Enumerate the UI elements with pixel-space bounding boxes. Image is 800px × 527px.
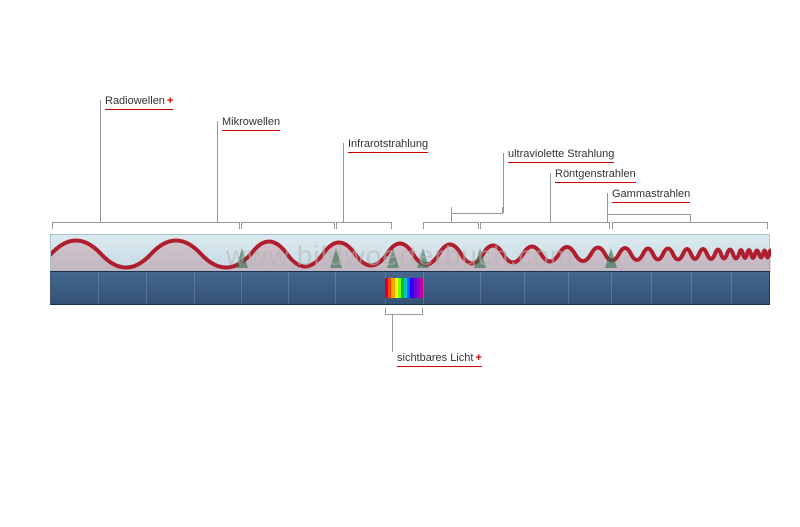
plus-icon: + — [475, 352, 481, 364]
stem-micro — [217, 121, 222, 222]
wave-band — [50, 234, 770, 272]
label-uv[interactable]: ultraviolette Strahlung — [508, 148, 614, 163]
hconn-uv — [451, 213, 503, 214]
xray-bracket — [480, 222, 610, 223]
visible-bracket — [385, 314, 423, 315]
scale-segment — [288, 272, 335, 304]
scale-segment — [568, 272, 611, 304]
conn-uv — [451, 213, 452, 222]
scale-segment — [335, 272, 385, 304]
label-gamma[interactable]: Gammastrahlen — [612, 188, 690, 203]
conn-visible — [392, 314, 393, 352]
scale-segment — [98, 272, 146, 304]
scale-segment — [146, 272, 194, 304]
label-text: sichtbares Licht — [397, 352, 473, 364]
scale-segment — [423, 272, 480, 304]
plus-icon: + — [167, 95, 173, 107]
label-text: ultraviolette Strahlung — [508, 148, 614, 160]
stem-radio — [100, 100, 105, 222]
stem-xray — [550, 173, 555, 222]
label-radiowellen[interactable]: Radiowellen+ — [105, 95, 173, 110]
label-text: Infrarotstrahlung — [348, 138, 428, 150]
scale-segment — [241, 272, 288, 304]
stem-ir — [343, 143, 348, 222]
label-mikrowellen[interactable]: Mikrowellen — [222, 116, 280, 131]
micro-bracket — [241, 222, 335, 223]
scale-segment — [524, 272, 568, 304]
label-text: Radiowellen — [105, 95, 165, 107]
conn-micro-h — [217, 210, 288, 211]
label-infrarot[interactable]: Infrarotstrahlung — [348, 138, 428, 153]
scale-segment — [731, 272, 770, 304]
label-text: Röntgenstrahlen — [555, 168, 636, 180]
infrared-bracket — [336, 222, 392, 223]
marker-6 — [605, 248, 617, 268]
gamma-bracket — [612, 222, 768, 223]
stem-gamma — [607, 193, 612, 222]
uv-bracket — [423, 222, 479, 223]
scale-segment — [691, 272, 731, 304]
marker-2 — [330, 248, 342, 268]
conn-gamma — [690, 214, 691, 222]
visible-light-rainbow — [385, 278, 423, 298]
label-text: Gammastrahlen — [612, 188, 690, 200]
spectrum-diagram: Radiowellen+ Mikrowellen Infrarotstrahlu… — [0, 0, 800, 527]
label-text: Mikrowellen — [222, 116, 280, 128]
marker-4 — [417, 248, 429, 268]
scale-segment — [194, 272, 241, 304]
radio-bracket — [52, 222, 240, 223]
marker-1 — [236, 248, 248, 268]
label-roentgen[interactable]: Röntgenstrahlen — [555, 168, 636, 183]
marker-3 — [387, 248, 399, 268]
scale-segment — [611, 272, 651, 304]
scale-segment — [480, 272, 524, 304]
scale-segment — [50, 272, 98, 304]
marker-5 — [474, 248, 486, 268]
hconn-gamma — [607, 214, 690, 215]
wave-svg — [51, 235, 771, 273]
stem-uv — [503, 153, 508, 213]
scale-segment — [651, 272, 691, 304]
rainbow-stripe — [420, 278, 423, 298]
label-sichtbares-licht[interactable]: sichtbares Licht+ — [397, 352, 482, 367]
